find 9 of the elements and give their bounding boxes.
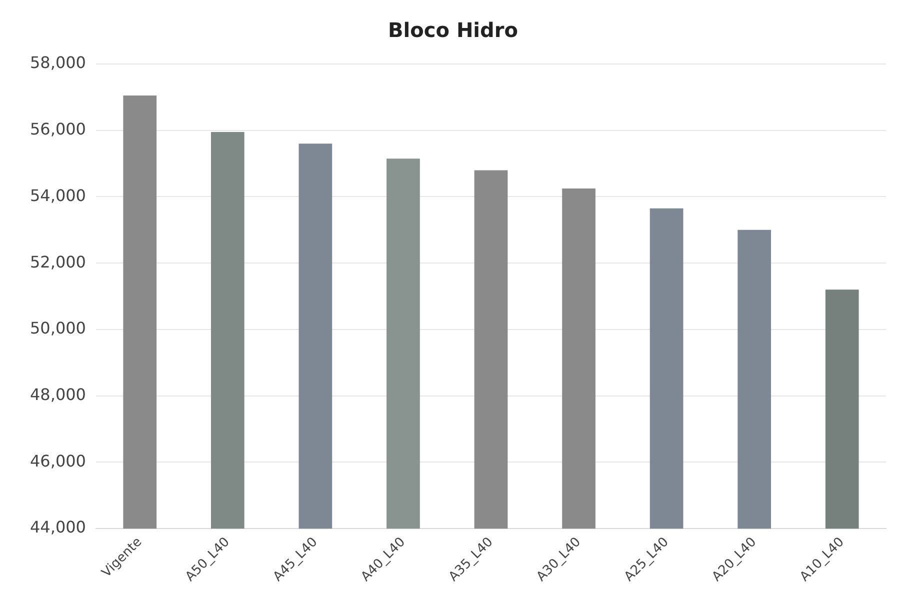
chart-title: Bloco Hidro [388, 18, 518, 42]
y-tick-label: 44,000 [30, 518, 86, 537]
y-tick-label: 56,000 [30, 120, 86, 139]
y-tick-label: 54,000 [30, 186, 86, 205]
y-tick-label: 58,000 [30, 53, 86, 72]
y-tick-label: 48,000 [30, 384, 86, 404]
y-tick-label: 46,000 [30, 451, 86, 470]
y-tick-label: 50,000 [30, 318, 86, 338]
y-tick-label: 52,000 [30, 252, 86, 272]
